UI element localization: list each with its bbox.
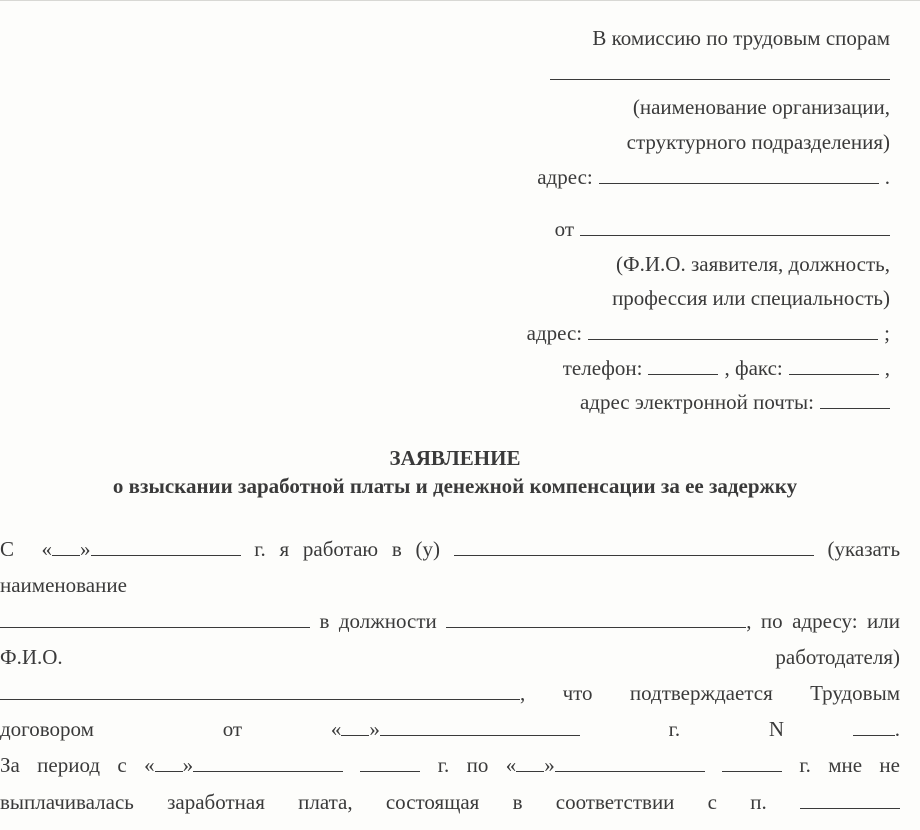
day-blank-3[interactable]: [155, 771, 183, 772]
mne-ne-text: мне не: [828, 753, 900, 777]
org-blank-2[interactable]: [0, 627, 310, 628]
quote-close-4: »: [544, 753, 555, 777]
day-blank-2[interactable]: [341, 735, 369, 736]
quote-close-3: »: [183, 753, 194, 777]
from-blank[interactable]: [580, 235, 890, 236]
year-g-1: г.: [254, 537, 266, 561]
num-blank[interactable]: [853, 735, 895, 736]
address-blank-1[interactable]: [599, 183, 879, 184]
from-row: от: [0, 212, 910, 247]
address-label-2: адрес:: [527, 316, 583, 351]
org-hint-1: (наименование организации,: [0, 90, 910, 125]
spacer: [0, 194, 910, 212]
quote-close-2: »: [369, 717, 380, 741]
body-line-7: За период с « » г. по « » г. мне не: [0, 747, 900, 783]
quote-open-4: «: [506, 753, 517, 777]
month-blank-1[interactable]: [91, 555, 241, 556]
body-line-4: Ф.И.О. работодателя): [0, 639, 900, 675]
fax-blank[interactable]: [789, 374, 879, 375]
confirmed-text: , что подтверждается Трудовым: [520, 681, 900, 705]
quote-open-1: «: [42, 537, 53, 561]
work-in: я работаю в (у): [280, 537, 440, 561]
fio-text: Ф.И.О.: [0, 645, 63, 669]
num-n-text: N: [769, 717, 784, 741]
body-line-1: С « » г. я работаю в (у) (указать: [0, 531, 900, 567]
org-hint-2: структурного подразделения): [0, 125, 910, 160]
at-address-text: , по адресу: или: [746, 609, 900, 633]
quote-open-2: «: [331, 717, 342, 741]
quote-close-1: »: [80, 537, 91, 561]
addressee-line: В комиссию по трудовым спорам: [0, 21, 910, 56]
phone-label: телефон:: [563, 351, 643, 386]
po-text: по: [467, 753, 489, 777]
from-text: от: [223, 717, 242, 741]
address-body-blank[interactable]: [0, 699, 520, 700]
header-block: В комиссию по трудовым спорам (наименова…: [0, 21, 910, 430]
body-line-8: выплачивалась заработная плата, состояща…: [0, 784, 900, 820]
month-blank-2[interactable]: [380, 735, 580, 736]
contract-text: договором: [0, 717, 94, 741]
title-line-2: о взыскании заработной платы и денежной …: [0, 472, 910, 500]
day-blank-4[interactable]: [516, 771, 544, 772]
body-text: С « » г. я работаю в (у) (указать наимено…: [0, 531, 910, 820]
from-label: от: [555, 212, 574, 247]
email-blank[interactable]: [820, 408, 890, 409]
address-row-1: адрес: .: [0, 160, 910, 195]
year-g-3: г.: [438, 753, 450, 777]
day-blank-1[interactable]: [52, 555, 80, 556]
body-line-2: наименование: [0, 567, 900, 603]
applicant-hint-1: (Ф.И.О. заявителя, должность,: [0, 247, 910, 282]
body-line-5: , что подтверждается Трудовым: [0, 675, 900, 711]
in-position-text: в должности: [319, 609, 436, 633]
org-name-blank[interactable]: [550, 79, 890, 80]
address-blank-2[interactable]: [588, 339, 878, 340]
address-label-1: адрес:: [537, 160, 593, 195]
phone-blank[interactable]: [648, 374, 718, 375]
document-page: В комиссию по трудовым спорам (наименова…: [0, 0, 920, 820]
body-line-3: в должности , по адресу: или: [0, 603, 900, 639]
period-from-text: За период с: [0, 753, 127, 777]
title-block: ЗАЯВЛЕНИЕ о взыскании заработной платы и…: [0, 444, 910, 501]
quote-open-3: «: [144, 753, 155, 777]
position-blank[interactable]: [446, 627, 746, 628]
phone-fax-row: телефон: , факс: ,: [0, 351, 910, 386]
year-blank-4[interactable]: [722, 771, 782, 772]
year-g-2: г.: [669, 717, 681, 741]
month-blank-4[interactable]: [555, 771, 705, 772]
text-s: С: [0, 537, 14, 561]
body-line-6: договором от «» г. N .: [0, 711, 900, 747]
applicant-hint-2: профессия или специальность): [0, 281, 910, 316]
employer-blank[interactable]: [454, 555, 814, 556]
year-blank-3[interactable]: [360, 771, 420, 772]
para-blank[interactable]: [800, 808, 900, 809]
title-line-1: ЗАЯВЛЕНИЕ: [0, 444, 910, 472]
employer-text: работодателя): [775, 645, 900, 669]
indicate-text: (указать: [828, 537, 901, 561]
email-label: адрес электронной почты:: [580, 385, 814, 420]
email-row: адрес электронной почты:: [0, 385, 910, 420]
notpaid-text: выплачивалась заработная плата, состояща…: [0, 790, 767, 814]
org-underline-row: [0, 56, 910, 91]
month-blank-3[interactable]: [193, 771, 343, 772]
addressee-text: В комиссию по трудовым спорам: [592, 26, 890, 50]
address-row-2: адрес: ;: [0, 316, 910, 351]
org-name-text: наименование: [0, 573, 127, 597]
year-g-4: г.: [799, 753, 811, 777]
fax-label: , факс:: [724, 351, 782, 386]
